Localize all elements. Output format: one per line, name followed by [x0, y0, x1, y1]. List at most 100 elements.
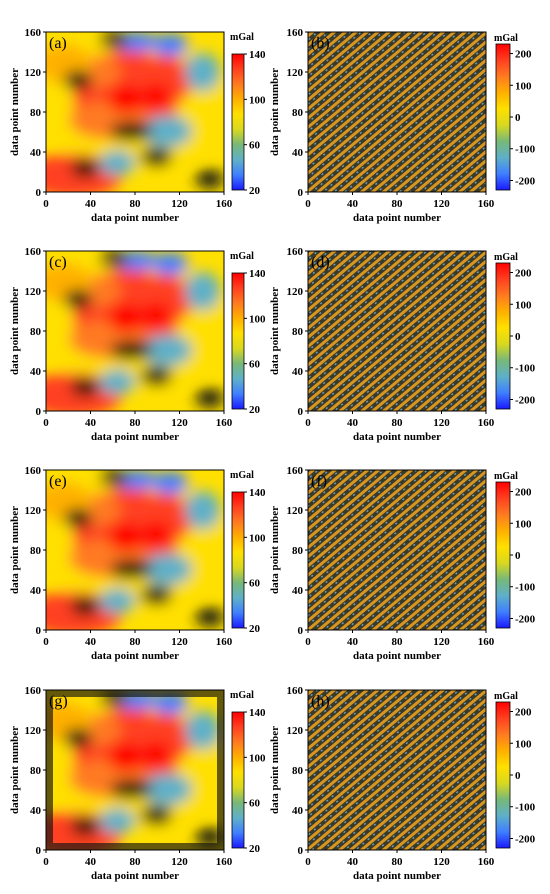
- colorbar-tick-label: 20: [249, 623, 261, 635]
- x-tick-label: 160: [216, 417, 233, 429]
- anomaly-blob: [152, 471, 189, 494]
- y-tick-label: 160: [25, 246, 42, 258]
- x-tick-label: 160: [478, 636, 495, 648]
- colorbar-tick-label: -100: [515, 802, 536, 814]
- x-tick-label: 0: [305, 198, 311, 210]
- plot-area: [308, 251, 486, 411]
- x-tick-label: 0: [305, 417, 311, 429]
- y-tick-label: 40: [292, 366, 304, 378]
- colorbar-tick-label: -200: [515, 833, 536, 845]
- y-tick-label: 160: [25, 685, 42, 697]
- y-tick-label: 160: [287, 27, 304, 39]
- x-axis-title: data point number: [353, 431, 441, 443]
- colorbar-tick-label: 140: [249, 487, 266, 499]
- anomaly-blob: [110, 121, 153, 141]
- colorbar: [231, 491, 245, 629]
- y-tick-label: 0: [36, 187, 42, 199]
- x-axis-title: data point number: [353, 650, 441, 662]
- colorbar-tick-label: 100: [515, 80, 532, 92]
- anomaly-blob: [140, 147, 173, 167]
- anomaly-blob: [142, 773, 192, 806]
- colorbar-unit: mGal: [230, 251, 254, 262]
- colorbar-tick-label: 140: [249, 268, 266, 280]
- colorbar-tick-label: 140: [249, 707, 266, 719]
- y-tick-label: 80: [30, 107, 42, 119]
- x-axis-title: data point number: [353, 870, 441, 882]
- x-tick-label: 120: [171, 636, 188, 648]
- colorbar-tick-label: 0: [515, 550, 521, 562]
- x-tick-label: 40: [347, 198, 359, 210]
- y-tick-label: 120: [25, 286, 42, 298]
- anomaly-blob: [184, 710, 221, 750]
- colorbar-tick-label: 200: [515, 49, 532, 61]
- x-tick-label: 80: [130, 636, 142, 648]
- colorbar-tick-label: 60: [249, 359, 261, 371]
- y-tick-label: 0: [298, 845, 304, 857]
- plot-area: [46, 690, 224, 850]
- colorbar-tick-label: 100: [249, 752, 266, 764]
- x-tick-label: 40: [347, 856, 359, 868]
- anomaly-blob: [99, 588, 135, 614]
- colorbar-unit: mGal: [494, 691, 518, 702]
- y-tick-label: 0: [36, 625, 42, 637]
- anomaly-blob: [142, 521, 171, 547]
- x-tick-label: 120: [433, 198, 450, 210]
- anomaly-blob: [140, 585, 173, 605]
- colorbar-tick-label: 200: [515, 268, 532, 280]
- anomaly-blob: [152, 691, 189, 714]
- colorbar: [495, 701, 511, 849]
- anomaly-blob: [70, 596, 100, 616]
- y-tick-label: 40: [292, 147, 304, 159]
- anomaly-blob: [142, 334, 192, 367]
- colorbar-unit: mGal: [494, 33, 518, 44]
- colorbar-tick-label: 0: [515, 770, 521, 782]
- colorbar-tick-label: 60: [249, 578, 261, 590]
- colorbar-tick-label: 100: [515, 299, 532, 311]
- anomaly-blob: [142, 741, 171, 767]
- anomaly-blob: [110, 779, 153, 799]
- y-tick-label: 160: [287, 465, 304, 477]
- x-tick-label: 0: [43, 417, 49, 429]
- y-tick-label: 0: [298, 625, 304, 637]
- y-tick-label: 160: [25, 465, 42, 477]
- anomaly-blob: [152, 33, 189, 56]
- colorbar-tick-label: 20: [249, 404, 261, 416]
- colorbar-unit: mGal: [494, 252, 518, 263]
- y-axis-title: data point number: [9, 726, 21, 814]
- colorbar: [231, 53, 245, 191]
- colorbar-tick-label: 0: [515, 331, 521, 343]
- y-tick-label: 160: [287, 685, 304, 697]
- y-tick-label: 40: [30, 147, 42, 159]
- anomaly-blob: [140, 366, 173, 386]
- x-axis-title: data point number: [91, 650, 179, 662]
- anomaly-blob: [70, 158, 100, 178]
- x-tick-label: 80: [392, 417, 404, 429]
- y-tick-label: 120: [287, 725, 304, 737]
- anomaly-blob: [142, 553, 192, 586]
- y-tick-label: 80: [292, 765, 304, 777]
- x-tick-label: 80: [130, 198, 142, 210]
- y-tick-label: 80: [30, 545, 42, 557]
- y-axis-title: data point number: [269, 68, 281, 156]
- y-tick-label: 80: [292, 107, 304, 119]
- y-tick-label: 120: [25, 505, 42, 517]
- plot-area: [308, 32, 486, 192]
- x-tick-label: 160: [216, 856, 233, 868]
- y-tick-label: 40: [30, 585, 42, 597]
- anomaly-blob: [99, 369, 135, 396]
- x-tick-label: 0: [43, 198, 49, 210]
- anomaly-blob: [99, 808, 135, 834]
- y-tick-label: 160: [287, 246, 304, 258]
- x-tick-label: 80: [392, 636, 404, 648]
- colorbar: [495, 262, 511, 410]
- colorbar-tick-label: 100: [249, 313, 266, 325]
- colorbar: [231, 272, 245, 410]
- y-tick-label: 0: [298, 406, 304, 418]
- anomaly-blob: [195, 827, 224, 847]
- colorbar-tick-label: -100: [515, 582, 536, 594]
- noise-field: [308, 251, 486, 411]
- colorbar-tick-label: 100: [249, 94, 266, 106]
- anomaly-blob: [184, 490, 221, 530]
- x-tick-label: 120: [171, 198, 188, 210]
